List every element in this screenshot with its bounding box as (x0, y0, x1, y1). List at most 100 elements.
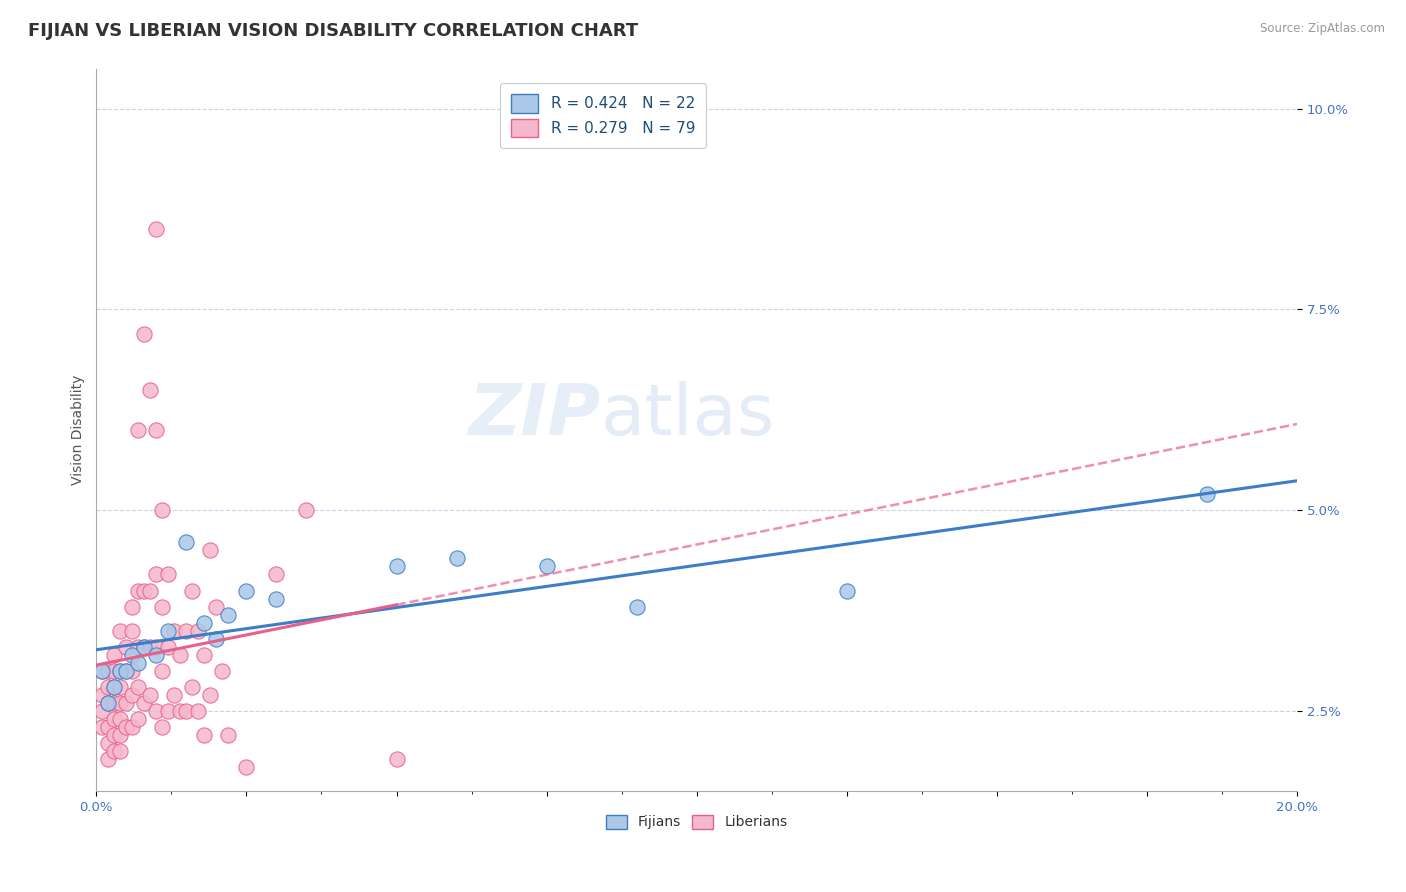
Point (134, 696, 156, 710)
Point (150, 599, 173, 614)
Point (176, 624, 198, 638)
Point (134, 326, 156, 341)
Point (211, 664, 233, 678)
Point (205, 599, 228, 614)
Point (235, 583, 257, 598)
Text: atlas: atlas (600, 381, 775, 450)
Point (145, 704, 167, 718)
Point (193, 615, 215, 630)
Point (97, 696, 120, 710)
Point (110, 664, 132, 678)
Point (91, 664, 114, 678)
Point (103, 664, 125, 678)
Point (385, 559, 408, 574)
Point (121, 624, 143, 638)
Point (127, 640, 149, 654)
Point (163, 688, 186, 702)
Point (127, 423, 149, 437)
Point (200, 688, 222, 702)
Point (157, 704, 180, 718)
Point (97, 736, 120, 750)
Point (103, 712, 125, 726)
Point (91, 688, 114, 702)
Point (235, 760, 257, 774)
Point (91, 704, 114, 718)
Point (169, 704, 191, 718)
Point (97, 752, 120, 766)
Point (145, 567, 167, 582)
Point (157, 567, 180, 582)
Point (127, 680, 149, 694)
Point (121, 599, 143, 614)
Point (181, 583, 204, 598)
Point (127, 656, 149, 670)
Text: Source: ZipAtlas.com: Source: ZipAtlas.com (1260, 22, 1385, 36)
Point (266, 591, 288, 606)
Point (187, 704, 209, 718)
Point (536, 559, 558, 574)
Point (217, 728, 239, 742)
Point (127, 712, 149, 726)
Point (103, 680, 125, 694)
Point (169, 648, 191, 662)
Y-axis label: Vision Disability: Vision Disability (72, 375, 86, 485)
Point (115, 664, 138, 678)
Point (176, 704, 198, 718)
Point (97, 720, 120, 734)
Point (97, 680, 120, 694)
Point (145, 648, 167, 662)
Point (139, 688, 162, 702)
Point (139, 640, 162, 654)
Point (97, 664, 120, 678)
Point (103, 728, 125, 742)
Point (145, 423, 167, 437)
Point (139, 383, 162, 397)
Point (157, 624, 180, 638)
Point (121, 720, 143, 734)
Point (103, 744, 125, 758)
Point (295, 503, 318, 517)
Point (1195, 487, 1218, 501)
Point (200, 543, 222, 558)
Point (121, 664, 143, 678)
Point (127, 583, 149, 598)
Point (150, 720, 173, 734)
Point (134, 640, 156, 654)
Point (115, 664, 138, 678)
Point (121, 688, 143, 702)
Point (115, 720, 138, 734)
Point (150, 664, 173, 678)
Point (110, 744, 132, 758)
Point (115, 696, 138, 710)
Point (103, 696, 125, 710)
Point (145, 640, 167, 654)
Point (110, 712, 132, 726)
Point (446, 551, 468, 566)
Point (626, 599, 648, 614)
Point (134, 640, 156, 654)
Point (91, 664, 114, 678)
Point (157, 640, 180, 654)
Point (103, 680, 125, 694)
Point (91, 720, 114, 734)
Point (176, 535, 198, 549)
Point (217, 607, 239, 622)
Point (110, 696, 132, 710)
Point (110, 664, 132, 678)
Point (181, 680, 204, 694)
Point (145, 222, 167, 236)
Text: ZIP: ZIP (468, 381, 600, 450)
Point (139, 583, 162, 598)
Point (187, 624, 209, 638)
Point (150, 503, 173, 517)
Point (385, 752, 408, 766)
Point (163, 624, 186, 638)
Point (193, 648, 215, 662)
Point (266, 567, 288, 582)
Point (134, 583, 156, 598)
Legend: Fijians, Liberians: Fijians, Liberians (600, 809, 793, 835)
Point (205, 632, 228, 646)
Point (110, 624, 132, 638)
Point (115, 640, 138, 654)
Point (97, 696, 120, 710)
